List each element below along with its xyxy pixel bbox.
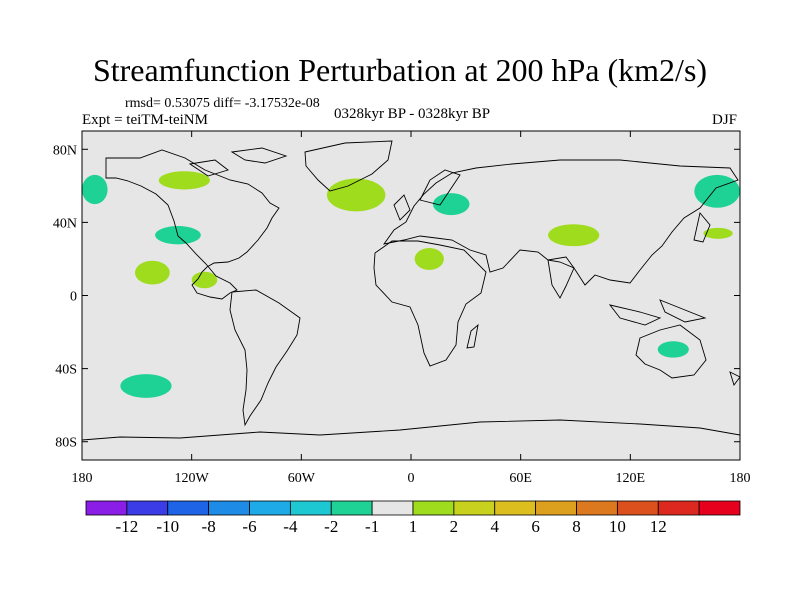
colorbar-swatch [85, 500, 128, 516]
y-tick-label: 80S [55, 436, 77, 451]
x-tick-label: 0 [408, 471, 415, 486]
y-tick-label: 0 [70, 290, 77, 305]
colorbar-swatch [289, 500, 332, 516]
period-label: 0328kyr BP - 0328kyr BP [333, 106, 491, 122]
colorbar-label: 1 [409, 517, 418, 536]
colorbar-label: -1 [365, 517, 379, 536]
colorbar-swatch [616, 500, 659, 516]
colorbar-swatch [494, 500, 537, 516]
x-tick-label: 120W [175, 471, 210, 486]
axis-layer: 180 120W 60W 0 60E 120E 180 80N 40N 0 40S 80S [53, 131, 751, 486]
x-tick-label: 180 [72, 471, 93, 486]
x-tick-label: 120E [616, 471, 646, 486]
y-tick-label: 80N [53, 143, 77, 158]
colorbar-label: 4 [491, 517, 500, 536]
colorbar-swatch [126, 500, 169, 516]
positive-anomaly-7 [414, 247, 444, 270]
colorbar-label: -4 [283, 517, 298, 536]
colorbar-swatch [330, 500, 373, 516]
y-tick-label: 40S [55, 363, 77, 378]
positive-anomaly-2 [158, 171, 210, 190]
colorbar-swatch [371, 500, 414, 516]
colorbar-swatch [576, 500, 618, 516]
colorbar-swatch [208, 500, 250, 516]
stats-label: rmsd= 0.53075 diff= -3.17532e-08 [125, 96, 320, 111]
colorbar: -12 -10 -8 -6 -4 -2 -1 1 2 4 6 8 10 12 [85, 500, 741, 536]
positive-anomaly-3 [326, 178, 386, 212]
colorbar-label: -12 [116, 517, 139, 536]
colorbar-swatch [698, 500, 741, 516]
negative-anomaly-1 [694, 174, 740, 208]
x-tick-label: 60E [509, 471, 532, 486]
season-label: DJF [712, 112, 738, 128]
colorbar-label: 12 [650, 517, 667, 536]
colorbar-label: -6 [242, 517, 256, 536]
negative-anomaly-0 [82, 174, 108, 205]
y-tick-label: 40N [53, 216, 77, 231]
x-tick-label: 180 [730, 471, 751, 486]
positive-anomaly-10 [191, 271, 218, 289]
colorbar-swatch [535, 500, 577, 516]
colorbar-swatch [657, 500, 700, 516]
positive-anomaly-6 [548, 224, 600, 247]
positive-anomaly-9 [135, 260, 170, 285]
colorbar-swatch [249, 500, 291, 516]
colorbar-swatch [453, 500, 496, 516]
colorbar-label: -10 [156, 517, 179, 536]
chart-title: Streamfunction Perturbation at 200 hPa (… [92, 52, 708, 88]
x-tick-label: 60W [288, 471, 316, 486]
positive-anomaly-8 [703, 227, 733, 239]
negative-anomaly-12 [120, 374, 172, 398]
anomaly-layer [82, 171, 740, 398]
colorbar-label: 6 [531, 517, 540, 536]
negative-anomaly-11 [657, 341, 689, 358]
coastlines [82, 140, 740, 441]
negative-anomaly-4 [432, 193, 470, 216]
colorbar-label: 8 [572, 517, 581, 536]
colorbar-label: 2 [450, 517, 459, 536]
colorbar-swatch [167, 500, 210, 516]
experiment-label: Expt = teiTM-teiNM [82, 112, 208, 128]
colorbar-swatch [412, 500, 455, 516]
colorbar-label: 10 [609, 517, 626, 536]
colorbar-label: -2 [324, 517, 338, 536]
colorbar-label: -8 [202, 517, 216, 536]
